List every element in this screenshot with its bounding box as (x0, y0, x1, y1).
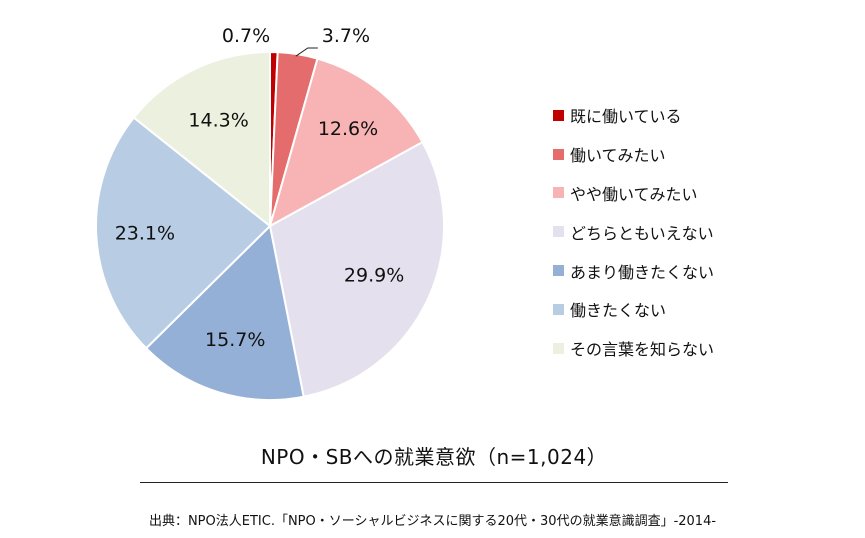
chart-title: NPO・SBへの就業意欲（n=1,024） (260, 445, 608, 469)
pie-slice-3 (268, 57, 424, 229)
leader-line (295, 47, 318, 57)
pie-slice-6 (95, 116, 272, 350)
legend-label: 既に働いている (570, 107, 682, 127)
legend-item: その言葉を知らない (553, 329, 714, 368)
legend-item: どちらともいえない (553, 212, 714, 251)
legend-label: あまり働きたくない (570, 262, 715, 282)
pie-slices (95, 50, 446, 401)
legend-item: あまり働きたくない (553, 251, 714, 290)
legend-item: 既に働いている (553, 96, 714, 135)
data-label: 12.6% (318, 118, 378, 140)
legend-swatch (553, 342, 564, 354)
legend-swatch (553, 303, 564, 315)
legend-swatch (553, 187, 564, 199)
legend-swatch (553, 109, 564, 121)
pie-chart: 0.7% 3.7% 12.6% 29.9% 15.7% 23.1% 14.3% (95, 25, 446, 401)
data-label: 3.7% (322, 25, 370, 47)
pie-slice-7 (132, 50, 271, 229)
data-labels: 0.7% 3.7% 12.6% 29.9% 15.7% 23.1% 14.3% (115, 25, 405, 351)
data-label: 0.7% (222, 25, 270, 47)
data-label: 15.7% (205, 329, 265, 351)
legend-swatch (553, 265, 564, 277)
legend-label: 働いてみたい (570, 146, 666, 166)
data-label: 29.9% (344, 265, 404, 287)
legend-swatch (553, 226, 564, 238)
legend-label: 働きたくない (570, 301, 667, 321)
source-note: 出典：NPO法人ETIC.「NPO・ソーシャルビジネスに関する20代・30代の就… (148, 514, 717, 529)
data-label: 14.3% (188, 109, 248, 131)
legend-label: どちらともいえない (570, 223, 714, 243)
pie-slice-4 (268, 140, 446, 398)
title-underline (140, 482, 728, 483)
legend-label: やや働いてみたい (570, 184, 698, 204)
legend-item: 働きたくない (553, 290, 714, 329)
legend-item: 働いてみたい (553, 135, 714, 174)
pie-slice-5 (144, 223, 305, 401)
legend-label: その言葉を知らない (570, 340, 715, 360)
legend: 既に働いている 働いてみたい やや働いてみたい どちらともいえない あまり働きた… (553, 96, 714, 368)
leader-lines (295, 47, 318, 57)
legend-swatch (553, 148, 564, 160)
data-label: 23.1% (115, 223, 175, 245)
legend-item: やや働いてみたい (553, 174, 714, 213)
